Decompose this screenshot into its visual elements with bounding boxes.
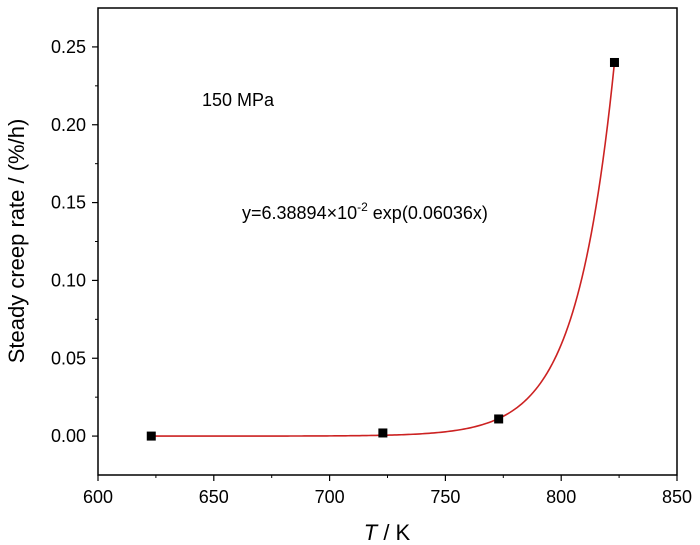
x-tick-label: 600 <box>83 487 113 507</box>
fit-equation-suffix: exp(0.06036x) <box>368 203 488 223</box>
data-points <box>146 57 619 441</box>
fit-equation-prefix: y=6.38894×10 <box>242 203 357 223</box>
x-tick-label: 700 <box>315 487 345 507</box>
condition-annotation: 150 MPa <box>202 90 275 110</box>
x-axis-ticks: 600 650 700 750 800 850 <box>83 475 692 507</box>
x-tick-label: 650 <box>199 487 229 507</box>
y-tick-label: 0.00 <box>51 426 86 446</box>
x-axis-label-var: T <box>364 520 379 545</box>
y-tick-label: 0.25 <box>51 37 86 57</box>
data-point <box>146 431 156 441</box>
y-tick-label: 0.20 <box>51 115 86 135</box>
x-tick-label: 800 <box>546 487 576 507</box>
data-point <box>378 428 388 438</box>
x-tick-label: 850 <box>662 487 692 507</box>
fit-equation: y=6.38894×10-2 exp(0.06036x) <box>242 200 488 223</box>
y-axis-ticks: 0.00 0.05 0.10 0.15 0.20 0.25 <box>51 37 98 446</box>
y-tick-label: 0.10 <box>51 270 86 290</box>
x-tick-label: 750 <box>430 487 460 507</box>
x-axis-label: T / K <box>364 520 411 545</box>
x-axis-label-unit: / K <box>377 520 410 545</box>
data-point <box>609 57 619 67</box>
y-tick-label: 0.05 <box>51 348 86 368</box>
fit-equation-exponent: -2 <box>357 200 368 214</box>
data-point <box>494 414 504 424</box>
y-tick-label: 0.15 <box>51 193 86 213</box>
fit-curve <box>151 62 616 437</box>
y-axis-label: Steady creep rate / (%/h) <box>4 119 29 364</box>
